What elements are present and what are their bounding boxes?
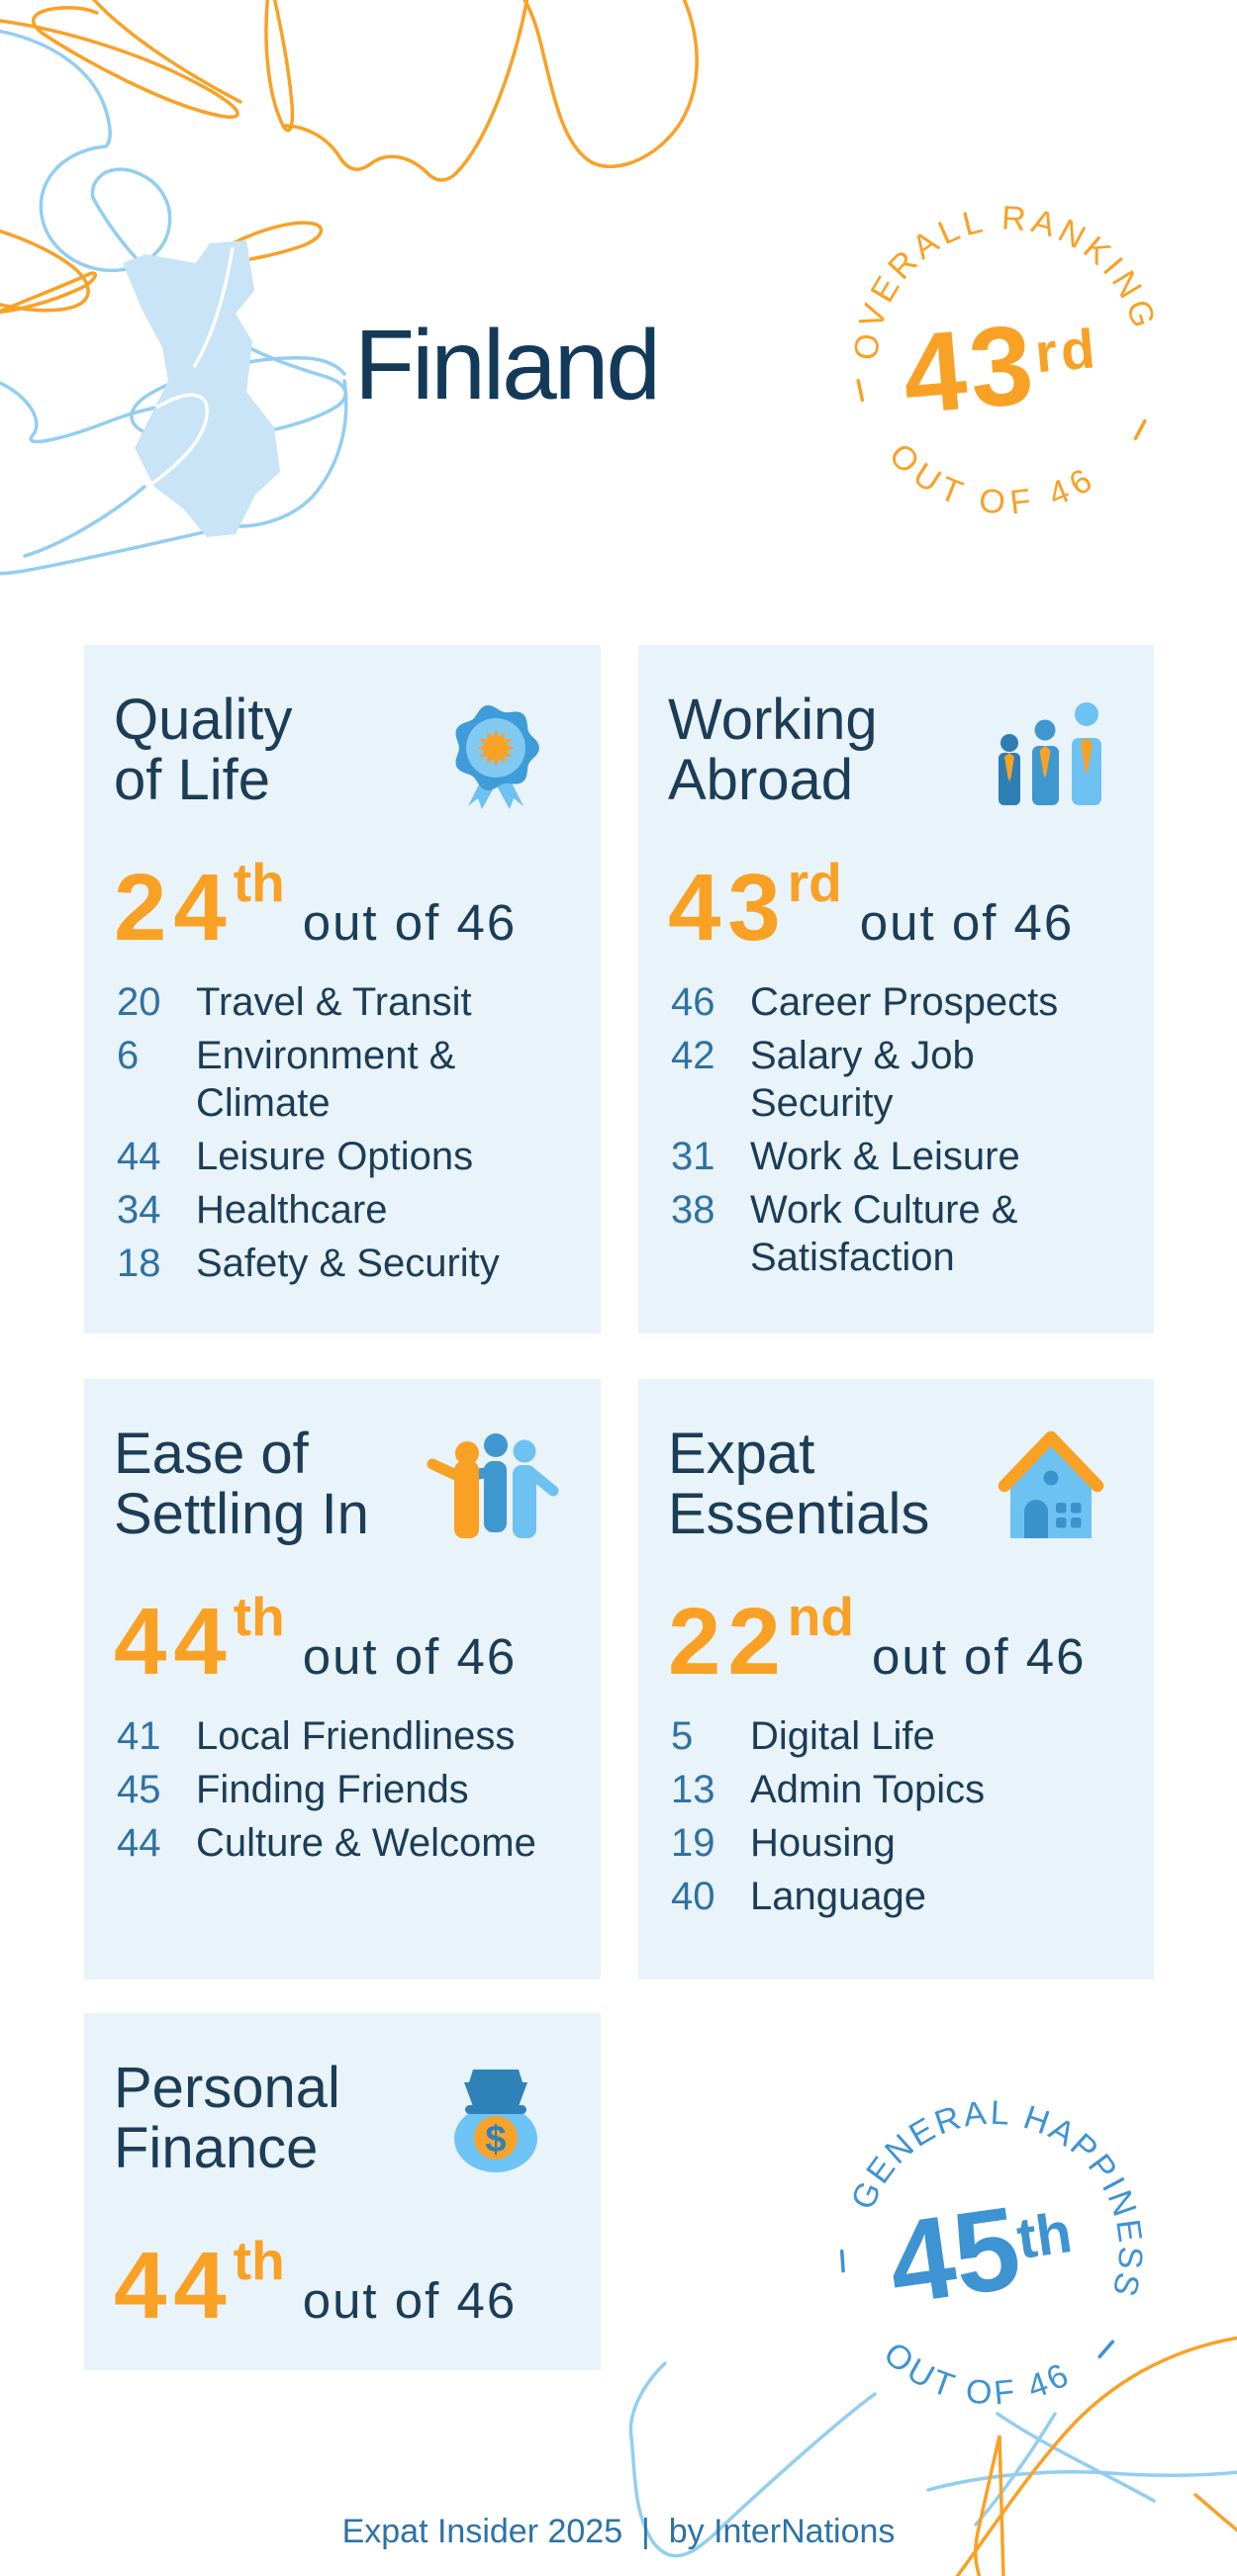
svg-text:$: $ <box>485 2119 506 2161</box>
svg-text:43rd: 43rd <box>898 296 1104 438</box>
svg-text:OUT OF 46: OUT OF 46 <box>882 436 1104 522</box>
